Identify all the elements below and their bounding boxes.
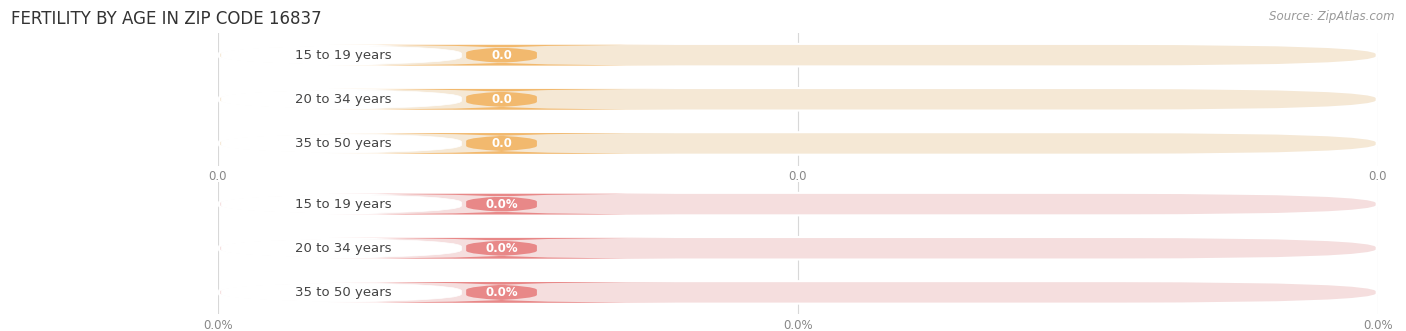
- Text: 0.0%: 0.0%: [485, 242, 517, 255]
- Text: FERTILITY BY AGE IN ZIP CODE 16837: FERTILITY BY AGE IN ZIP CODE 16837: [11, 10, 322, 28]
- Text: 0.0%: 0.0%: [485, 198, 517, 211]
- FancyBboxPatch shape: [219, 281, 1376, 304]
- FancyBboxPatch shape: [219, 237, 1376, 260]
- Text: 0.0%: 0.0%: [485, 286, 517, 299]
- Text: 20 to 34 years: 20 to 34 years: [295, 242, 391, 255]
- FancyBboxPatch shape: [221, 133, 461, 154]
- Text: 0.0: 0.0: [491, 93, 512, 106]
- Text: 0.0: 0.0: [491, 49, 512, 62]
- FancyBboxPatch shape: [221, 89, 461, 110]
- FancyBboxPatch shape: [328, 45, 675, 66]
- Text: 20 to 34 years: 20 to 34 years: [295, 93, 391, 106]
- FancyBboxPatch shape: [221, 282, 461, 303]
- FancyBboxPatch shape: [219, 88, 1376, 111]
- FancyBboxPatch shape: [219, 44, 1376, 67]
- FancyBboxPatch shape: [328, 282, 675, 303]
- FancyBboxPatch shape: [328, 238, 675, 259]
- FancyBboxPatch shape: [219, 193, 1376, 215]
- Text: 15 to 19 years: 15 to 19 years: [295, 49, 391, 62]
- Text: Source: ZipAtlas.com: Source: ZipAtlas.com: [1270, 10, 1395, 23]
- FancyBboxPatch shape: [221, 194, 461, 214]
- FancyBboxPatch shape: [221, 238, 461, 259]
- Text: 15 to 19 years: 15 to 19 years: [295, 198, 391, 211]
- Text: 35 to 50 years: 35 to 50 years: [295, 286, 391, 299]
- FancyBboxPatch shape: [221, 45, 461, 66]
- Text: 0.0: 0.0: [491, 137, 512, 150]
- FancyBboxPatch shape: [219, 132, 1376, 155]
- FancyBboxPatch shape: [328, 133, 675, 154]
- FancyBboxPatch shape: [328, 89, 675, 110]
- Text: 35 to 50 years: 35 to 50 years: [295, 137, 391, 150]
- FancyBboxPatch shape: [328, 194, 675, 214]
